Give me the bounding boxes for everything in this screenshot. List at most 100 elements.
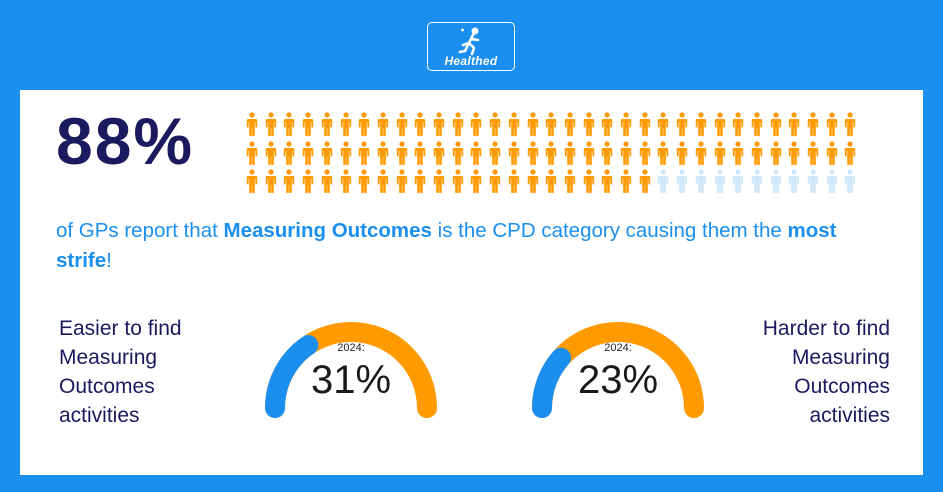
person-icon [508,169,519,193]
person-icon [583,112,594,136]
person-icon [602,112,613,136]
easier-gauge: 2024: 31% [256,312,446,422]
person-icon [471,140,482,165]
person-icon [340,169,351,193]
person-icon [658,169,669,193]
person-icon [695,169,706,193]
harder-label: Harder to find Measuring Outcomes activi… [763,314,890,430]
person-icon [845,140,856,165]
statement-part2: is the CPD category causing them the [431,219,788,242]
person-icon [732,140,744,165]
person-icon [770,169,781,193]
person-icon [676,140,688,165]
person-icon [826,112,837,136]
person-icon [489,169,501,193]
gauge-year-label: 2024: [337,342,365,354]
person-icon [770,112,781,136]
person-icon [602,140,613,165]
harder-gauge-svg [531,322,704,418]
person-icon [508,112,519,136]
statement-text: of GPs report that Measuring Outcomes is… [56,216,876,276]
person-icon [545,112,557,136]
running-figure-icon [458,27,480,56]
person-icon [452,169,463,193]
person-icon [284,169,295,193]
headline-percent: 88% [56,104,195,178]
harder-label-line: activities [809,404,890,427]
person-icon [377,169,389,193]
person-icon [415,140,426,165]
person-icon [358,140,370,165]
gauge-fill [265,335,319,418]
person-icon [602,169,613,193]
person-icon [676,169,688,193]
person-icon [676,112,688,136]
easier-label-line: Outcomes [59,375,155,398]
person-icon [620,140,632,165]
person-icon [508,140,519,165]
person-icon [284,140,295,165]
person-icon [639,140,650,165]
person-icon [302,169,314,193]
person-icon [807,169,819,193]
person-icon [845,169,856,193]
person-icon [415,169,426,193]
person-icon [789,140,800,165]
person-icon [658,140,669,165]
person-icon [321,140,332,165]
gauge-value: 31% [310,358,392,402]
person-icon [583,140,594,165]
person-icon [714,140,725,165]
harder-label-line: Measuring [791,346,890,369]
person-icon [751,140,763,165]
person-icon [396,169,407,193]
person-icon [714,169,725,193]
statement-part1: of GPs report that [56,219,224,242]
easier-label-line: activities [59,404,140,427]
person-icon [620,112,632,136]
person-icon [751,112,763,136]
person-icon [377,140,389,165]
person-icon [471,169,482,193]
person-icon [732,169,744,193]
person-icon [433,140,445,165]
person-icon [265,140,276,165]
person-icon [807,112,819,136]
person-icon [340,112,351,136]
person-icon [714,112,725,136]
easier-gauge-svg [265,322,437,418]
person-icon [321,112,332,136]
gauge-fill [531,347,571,418]
person-icon [452,112,463,136]
person-icon [396,140,407,165]
easier-label: Easier to find Measuring Outcomes activi… [59,314,182,430]
person-icon [789,112,800,136]
person-icon [302,140,314,165]
person-icon [826,169,837,193]
person-icon [489,112,501,136]
person-icon [358,169,370,193]
statement-part3: ! [106,249,112,272]
person-icon [639,169,650,193]
gauge-year-label: 2024: [604,342,632,354]
person-icon [732,112,744,136]
person-icon [527,169,538,193]
person-icon [433,112,445,136]
person-icon [452,140,463,165]
person-icon [358,112,370,136]
person-icon [321,169,332,193]
person-icon [471,112,482,136]
person-icon [789,169,800,193]
person-icon [340,140,351,165]
statement-bold2: most strife [56,219,837,272]
easier-label-line: Easier to find [59,317,182,340]
harder-label-line: Harder to find [762,317,890,340]
person-icon [265,112,276,136]
logo-text: Healthed [444,54,498,68]
person-icon [527,140,538,165]
person-icon [433,169,445,193]
healthed-logo[interactable]: Healthed [427,22,515,71]
person-icon [302,112,314,136]
person-icon [826,140,837,165]
person-icon [583,169,594,193]
